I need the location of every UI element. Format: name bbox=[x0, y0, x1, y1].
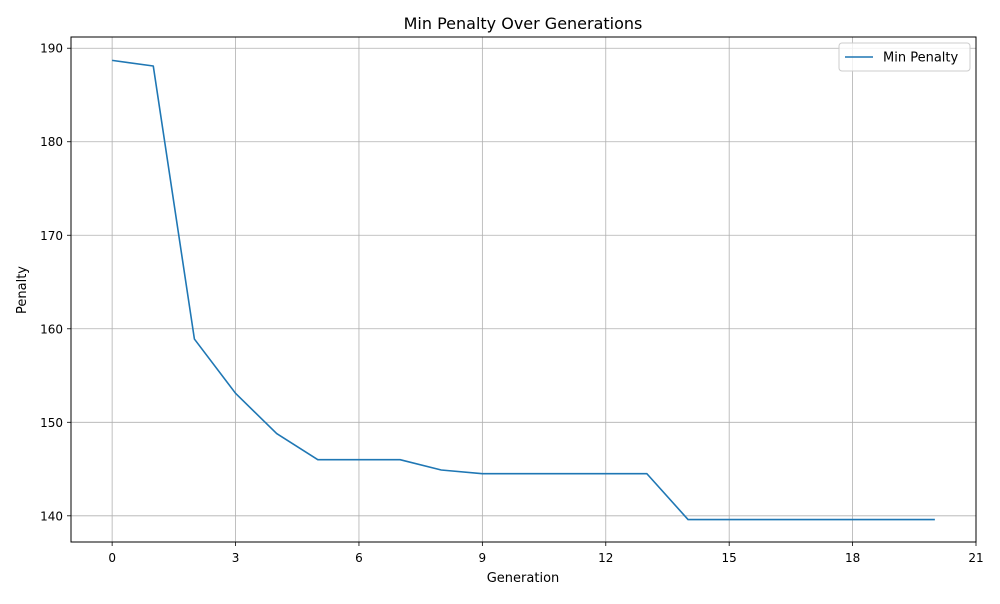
legend-box bbox=[838, 42, 971, 72]
y-tick-label: 180 bbox=[40, 135, 63, 149]
y-axis-ticks: 140 150 160 170 180 190 bbox=[40, 42, 71, 523]
x-axis-ticks: 0 3 6 9 12 15 18 21 bbox=[108, 542, 984, 565]
plot-frame bbox=[70, 36, 977, 543]
y-tick-label: 150 bbox=[40, 416, 63, 430]
grid bbox=[71, 37, 977, 542]
x-tick-label: 18 bbox=[845, 551, 860, 565]
y-tick-label: 160 bbox=[40, 322, 63, 336]
x-tick-label: 6 bbox=[355, 551, 363, 565]
legend-label-min-penalty: Min Penalty bbox=[883, 51, 958, 66]
x-tick-label: 21 bbox=[968, 551, 983, 565]
series-line-min-penalty bbox=[112, 59, 935, 521]
y-tick-label: 190 bbox=[40, 42, 63, 56]
x-tick-label: 9 bbox=[479, 551, 487, 565]
y-tick-label: 140 bbox=[40, 509, 63, 523]
x-tick-label: 3 bbox=[232, 551, 240, 565]
legend: Min Penalty bbox=[838, 42, 971, 72]
x-tick-label: 15 bbox=[722, 551, 737, 565]
x-tick-label: 12 bbox=[598, 551, 613, 565]
chart-title: Min Penalty Over Generations bbox=[404, 14, 643, 33]
series-layer bbox=[112, 59, 935, 521]
x-axis-label: Generation bbox=[487, 571, 560, 586]
x-tick-label: 0 bbox=[108, 551, 116, 565]
y-tick-label: 170 bbox=[40, 229, 63, 243]
y-axis-label: Penalty bbox=[15, 266, 30, 314]
